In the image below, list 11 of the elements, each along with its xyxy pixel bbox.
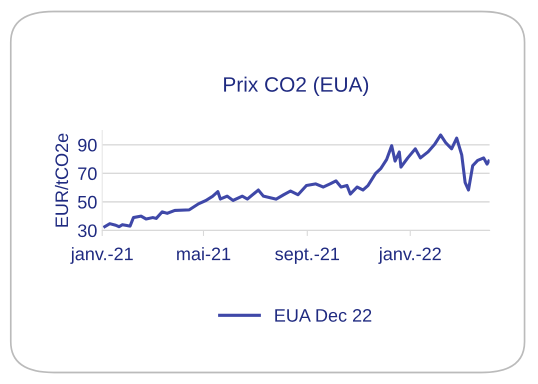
y-tick-label: 70 — [78, 167, 97, 180]
chart-title: Prix CO2 (EUA) — [224, 76, 368, 96]
y-tick-label: 50 — [78, 196, 97, 209]
y-axis-title: EUR/tCO2e — [54, 134, 68, 227]
x-tick-label: janv.-21 — [70, 247, 133, 264]
x-tick-label: sept.-21 — [275, 248, 340, 264]
y-tick-label: 30 — [78, 224, 97, 238]
x-tick-label: janv.-22 — [378, 247, 441, 264]
legend-label: EUA Dec 22 — [275, 309, 372, 322]
y-tick-label: 90 — [78, 138, 97, 152]
x-tick-label: mai-21 — [177, 247, 230, 260]
